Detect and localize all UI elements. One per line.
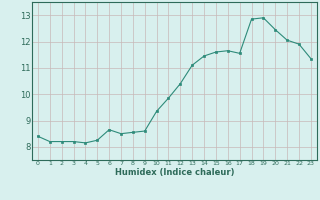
X-axis label: Humidex (Indice chaleur): Humidex (Indice chaleur): [115, 168, 234, 177]
